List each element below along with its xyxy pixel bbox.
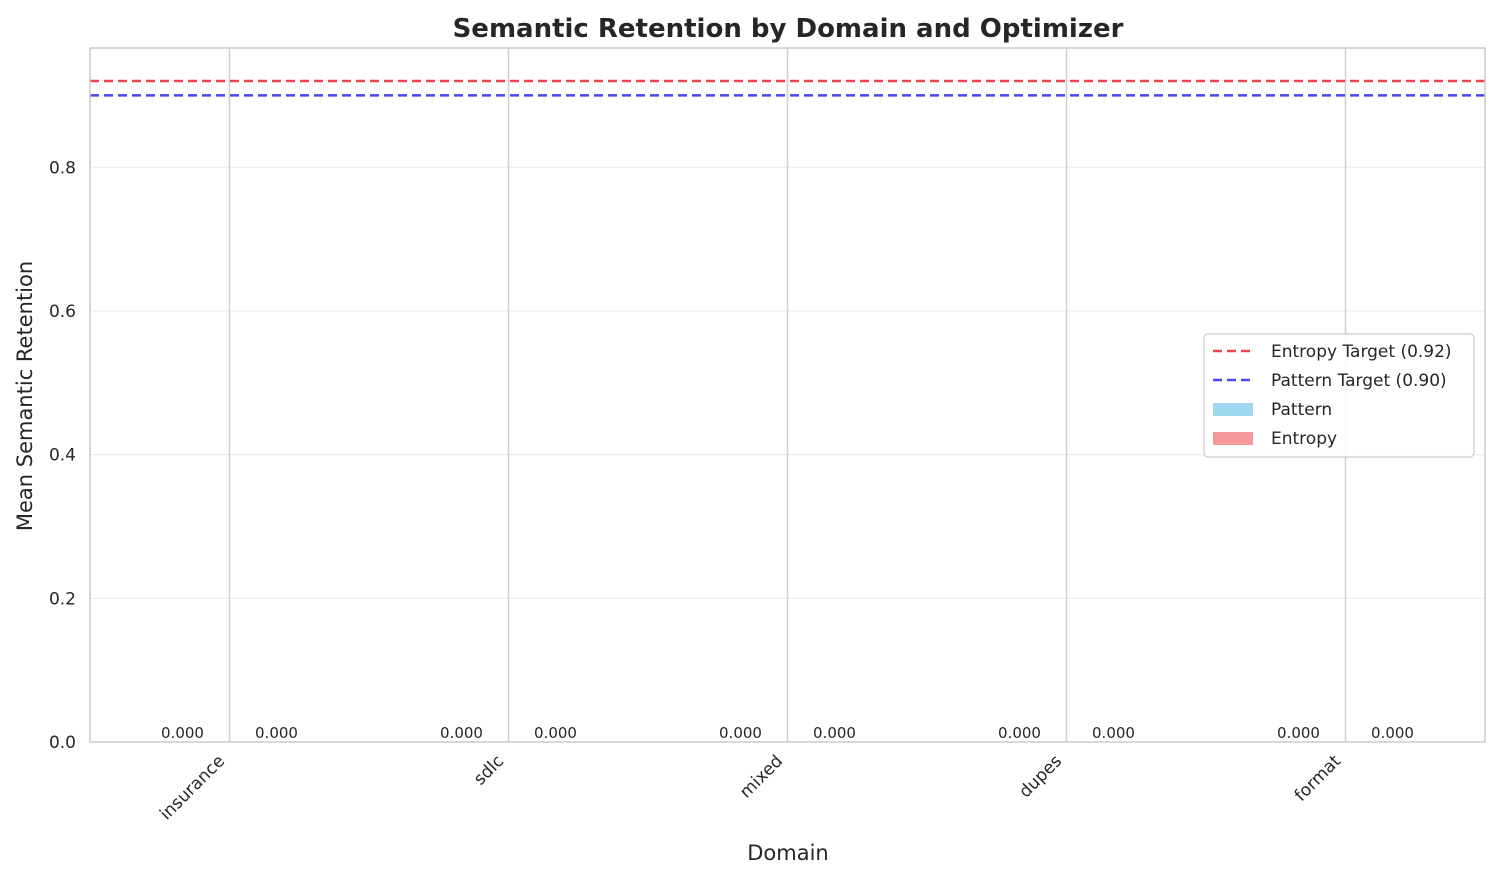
y-tick-label: 0.8 xyxy=(49,158,76,178)
bar-label-entropy-sdlc: 0.000 xyxy=(534,724,577,742)
y-tick-label: 0.6 xyxy=(49,302,76,322)
chart-title: Semantic Retention by Domain and Optimiz… xyxy=(453,14,1124,44)
legend-label-ref-0: Entropy Target (0.92) xyxy=(1271,342,1452,362)
bar-label-pattern-format: 0.000 xyxy=(1277,724,1320,742)
bar-label-entropy-insurance: 0.000 xyxy=(255,724,298,742)
y-tick-label: 0.4 xyxy=(49,446,76,466)
y-axis-label: Mean Semantic Retention xyxy=(13,261,37,531)
legend-label-pattern: Pattern xyxy=(1271,400,1332,420)
y-tick-label: 0.0 xyxy=(49,733,76,753)
legend-label-entropy: Entropy xyxy=(1271,429,1337,449)
bar-label-pattern-insurance: 0.000 xyxy=(161,724,204,742)
y-tick-label: 0.2 xyxy=(49,589,76,609)
bar-label-entropy-format: 0.000 xyxy=(1371,724,1414,742)
legend-label-ref-1: Pattern Target (0.90) xyxy=(1271,371,1447,391)
bar-label-entropy-mixed: 0.000 xyxy=(813,724,856,742)
bar-label-pattern-sdlc: 0.000 xyxy=(440,724,483,742)
legend: Entropy Target (0.92) Pattern Target (0.9… xyxy=(1204,334,1474,457)
x-axis-label: Domain xyxy=(747,841,829,865)
bar-label-pattern-dupes: 0.000 xyxy=(998,724,1041,742)
bar-label-pattern-mixed: 0.000 xyxy=(719,724,762,742)
legend-swatch-entropy xyxy=(1213,432,1253,445)
bar-label-entropy-dupes: 0.000 xyxy=(1092,724,1135,742)
legend-swatch-pattern xyxy=(1213,403,1253,416)
